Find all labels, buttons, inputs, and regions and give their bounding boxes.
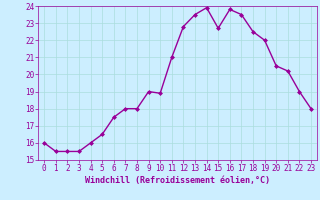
X-axis label: Windchill (Refroidissement éolien,°C): Windchill (Refroidissement éolien,°C) (85, 176, 270, 185)
